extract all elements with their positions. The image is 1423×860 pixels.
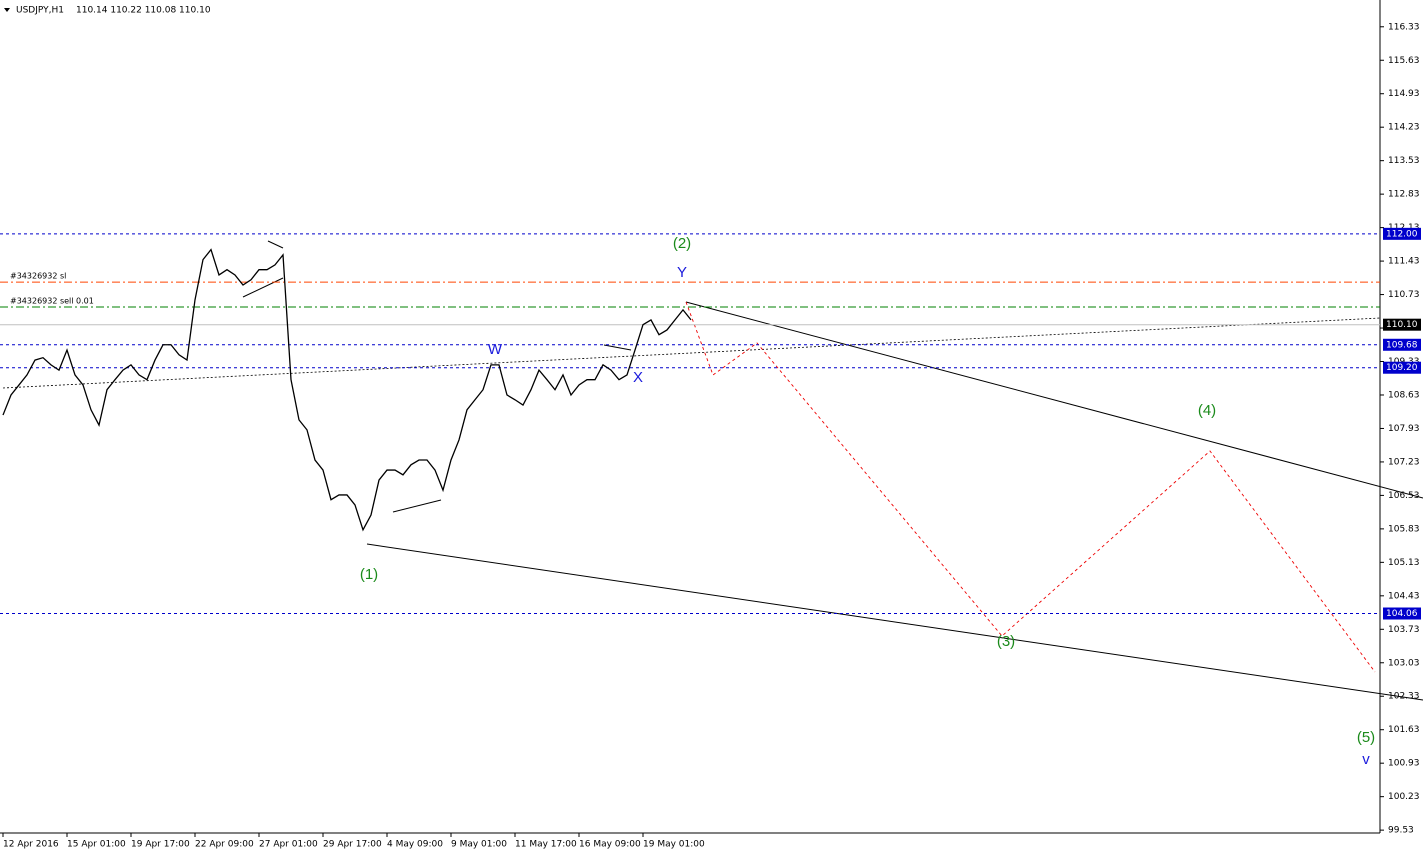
y-tick-label: 105.83 <box>1388 524 1420 534</box>
y-tick-label: 110.73 <box>1388 290 1420 300</box>
y-tick-label: 114.23 <box>1388 123 1420 133</box>
x-tick-label: 19 May 01:00 <box>643 840 705 850</box>
dropdown-icon[interactable] <box>4 8 10 12</box>
wave-label: (2) <box>673 235 691 252</box>
level-label: 112.00 <box>1386 229 1418 239</box>
y-tick-label: 113.53 <box>1388 156 1420 166</box>
y-tick-label: 107.23 <box>1388 457 1420 467</box>
current-price-box <box>1383 318 1421 331</box>
order-label: #34326932 sell 0.01 <box>10 296 94 305</box>
y-tick-label: 100.23 <box>1388 792 1420 802</box>
wave-label: (1) <box>360 566 378 583</box>
y-tick-label: 99.53 <box>1388 826 1414 836</box>
wave-label: (3) <box>997 633 1015 650</box>
pattern-line <box>267 240 284 249</box>
level-box <box>1383 227 1421 240</box>
y-tick-label: 114.93 <box>1388 89 1420 99</box>
y-tick-label: 104.43 <box>1388 591 1420 601</box>
pattern-line <box>242 277 284 298</box>
y-tick-label: 116.33 <box>1388 22 1420 32</box>
wave-label: Y <box>677 264 687 281</box>
x-tick-label: 12 Apr 2016 <box>3 840 59 850</box>
level-box <box>1383 607 1421 620</box>
wave-label: v <box>1362 751 1370 768</box>
y-tick-label: 103.03 <box>1388 658 1420 668</box>
y-tick-label: 102.33 <box>1388 692 1420 702</box>
wave-label: X <box>633 369 643 386</box>
trend-line <box>685 301 1423 499</box>
level-box <box>1383 361 1421 374</box>
level-label: 109.68 <box>1386 340 1418 350</box>
level-box <box>1383 338 1421 351</box>
price-line <box>2 248 692 532</box>
y-tick-label: 100.93 <box>1388 759 1420 769</box>
x-tick-label: 16 May 09:00 <box>579 840 641 850</box>
wave-label: (5) <box>1357 729 1375 746</box>
chart-title: USDJPY,H1 <box>16 6 64 16</box>
y-tick-label: 105.13 <box>1388 558 1420 568</box>
x-tick-label: 9 May 01:00 <box>451 840 507 850</box>
x-tick-label: 4 May 09:00 <box>387 840 443 850</box>
x-tick-label: 11 May 17:00 <box>515 840 577 850</box>
current-price-label: 110.10 <box>1386 320 1418 330</box>
x-tick-label: 19 Apr 17:00 <box>131 840 190 850</box>
quote: 110.14 110.22 110.08 110.10 <box>76 6 211 16</box>
y-tick-label: 115.63 <box>1388 56 1420 66</box>
trend-line <box>2 317 1381 389</box>
wave-label: (4) <box>1198 402 1216 419</box>
x-tick-label: 15 Apr 01:00 <box>67 840 126 850</box>
trend-line <box>366 543 1423 701</box>
pattern-line <box>392 499 442 513</box>
y-tick-label: 108.63 <box>1388 390 1420 400</box>
x-tick-label: 22 Apr 09:00 <box>195 840 254 850</box>
y-tick-label: 106.53 <box>1388 491 1420 501</box>
x-tick-label: 27 Apr 01:00 <box>259 840 318 850</box>
order-label: #34326932 sl <box>10 272 66 281</box>
y-tick-label: 103.73 <box>1388 625 1420 635</box>
level-label: 109.20 <box>1386 363 1418 373</box>
y-tick-label: 112.83 <box>1388 190 1420 200</box>
wave-label: W <box>488 341 503 358</box>
y-tick-label: 101.63 <box>1388 725 1420 735</box>
pattern-line <box>603 344 632 351</box>
x-tick-label: 29 Apr 17:00 <box>323 840 382 850</box>
y-tick-label: 111.43 <box>1388 257 1420 267</box>
y-tick-label: 107.93 <box>1388 424 1420 434</box>
level-label: 104.06 <box>1386 609 1418 619</box>
